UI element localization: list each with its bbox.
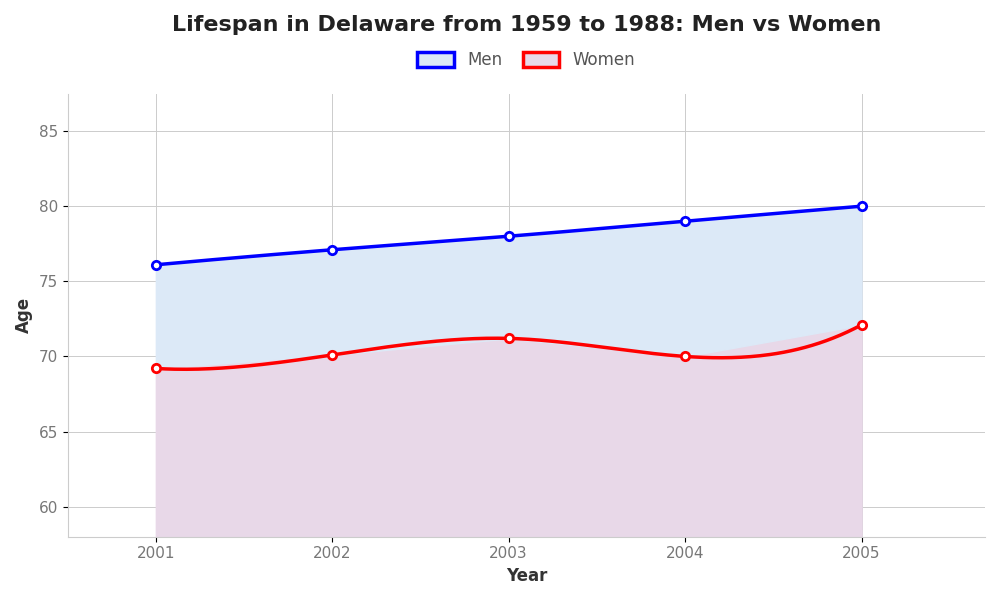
X-axis label: Year: Year (506, 567, 547, 585)
Y-axis label: Age: Age (15, 297, 33, 333)
Title: Lifespan in Delaware from 1959 to 1988: Men vs Women: Lifespan in Delaware from 1959 to 1988: … (172, 15, 881, 35)
Legend: Men, Women: Men, Women (411, 44, 642, 76)
